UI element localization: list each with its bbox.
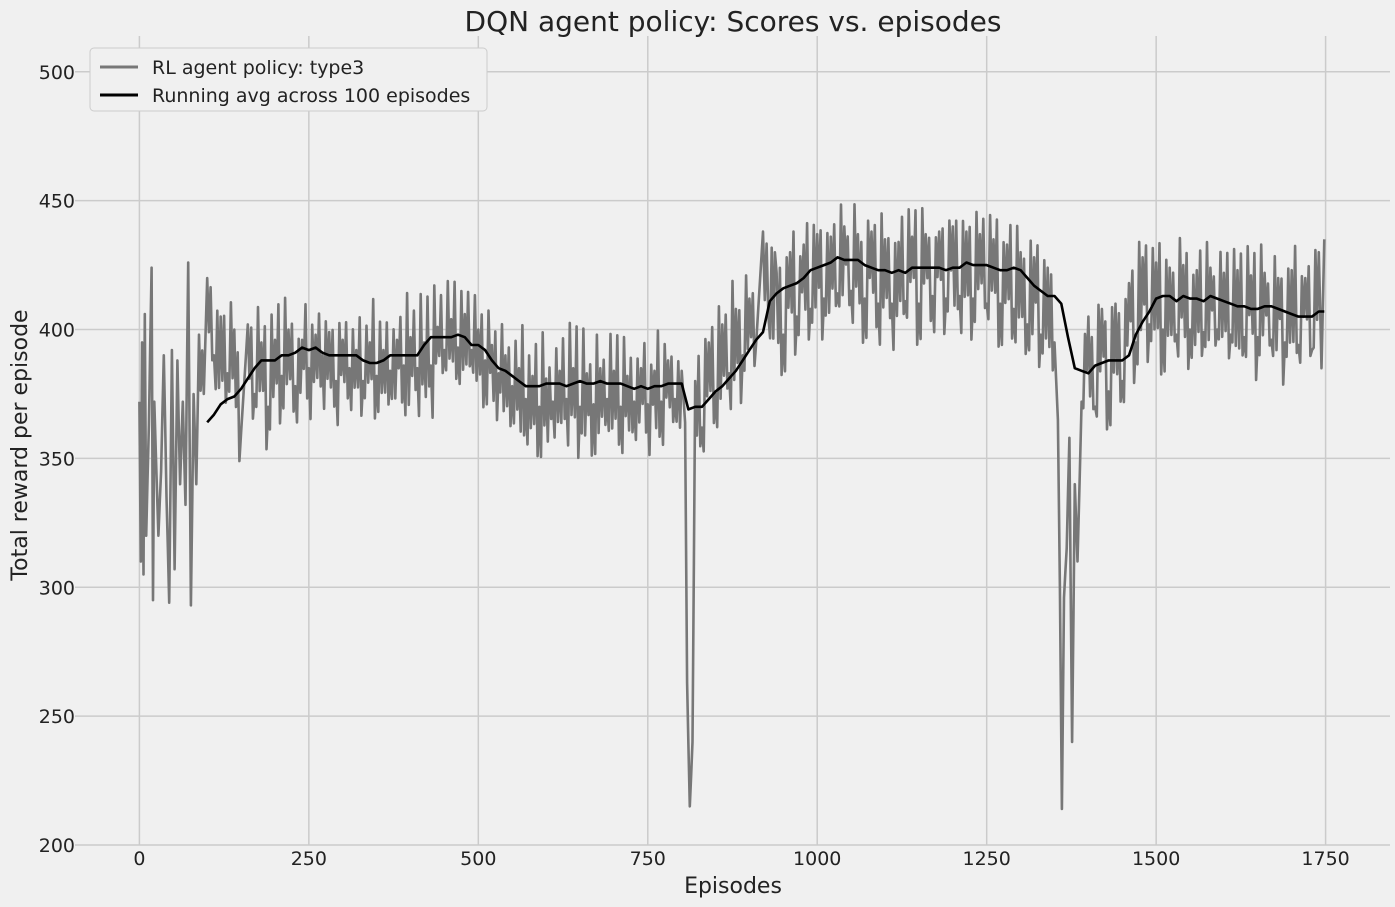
x-tick-label: 1500 [1132,848,1180,870]
legend-label-agent: RL agent policy: type3 [152,57,364,79]
legend-box [89,47,488,112]
y-tick-label: 450 [39,191,75,213]
y-tick-label: 500 [39,62,75,84]
legend-label-running-avg: Running avg across 100 episodes [152,85,470,107]
y-axis-label: Total reward per episode [8,309,33,581]
x-tick-label: 0 [133,848,145,870]
series-agent-scores-line [138,203,1326,811]
y-tick-label: 400 [39,320,75,342]
x-tick-label: 250 [291,848,327,870]
x-tick-label: 1000 [793,848,841,870]
x-tick-label: 1250 [963,848,1011,870]
legend: RL agent policy: type3 Running avg acros… [89,47,488,112]
chart-title: DQN agent policy: Scores vs. episodes [465,5,1002,38]
x-tick-label: 500 [460,848,496,870]
y-tick-label: 300 [39,577,75,599]
y-tick-label: 350 [39,448,75,470]
x-axis-label: Episodes [684,874,782,899]
y-tick-label: 250 [39,706,75,728]
series-running-average-line [206,256,1325,424]
axis-ticks: 200 250 300 350 400 450 500 0 250 500 750 1000 1250 1… [39,62,1350,870]
x-tick-label: 1750 [1301,848,1349,870]
y-tick-label: 200 [39,835,75,857]
plot-area [138,203,1326,811]
x-tick-label: 750 [630,848,666,870]
